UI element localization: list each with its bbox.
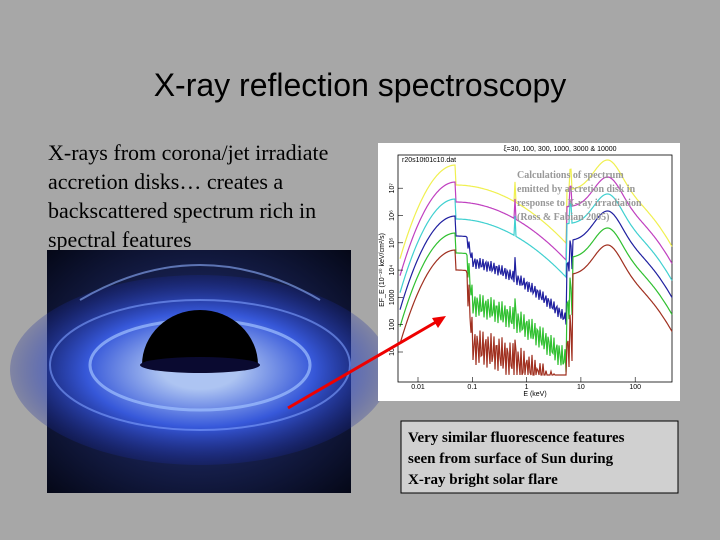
callout-line: seen from surface of Sun during bbox=[408, 451, 614, 467]
spectrum-curve bbox=[399, 227, 673, 373]
x-tick-label: 1 bbox=[525, 384, 529, 391]
body-text: X-rays from corona/jet irradiate accretio… bbox=[48, 140, 328, 252]
x-tick-label: 0.1 bbox=[467, 384, 477, 391]
figure-header: ξ=30, 100, 300, 1000, 3000 & 10000 bbox=[503, 146, 616, 153]
spectrum-curve bbox=[399, 159, 673, 259]
annotation-line: (Ross & Fabian 2005) bbox=[517, 212, 610, 223]
body-line: accretion disks… creates a bbox=[48, 169, 283, 194]
y-tick-label: 10⁶ bbox=[389, 210, 396, 221]
body-line: X-rays from corona/jet irradiate bbox=[48, 140, 328, 165]
spectrum-curve bbox=[399, 176, 673, 276]
figure-file: r20s10t01c10.dat bbox=[402, 157, 456, 164]
annotation-line: response to X-ray irradiation bbox=[517, 198, 642, 209]
body-line: spectral features bbox=[48, 227, 192, 252]
y-tick-label: 10⁵ bbox=[389, 237, 396, 248]
x-tick-label: 100 bbox=[629, 384, 641, 391]
annotation-line: emitted by accretion disk in bbox=[517, 184, 636, 195]
accretion-image bbox=[10, 250, 390, 493]
callout-line: X-ray bright solar flare bbox=[408, 472, 558, 488]
spectrum-curve bbox=[399, 193, 673, 293]
arrow bbox=[287, 320, 437, 410]
y-tick-label: 10 bbox=[389, 348, 396, 356]
y-tick-label: 100 bbox=[389, 319, 396, 331]
spectrum-curve bbox=[399, 244, 673, 376]
y-tick-label: 10⁷ bbox=[389, 183, 396, 194]
spectrum-figure: ξ=30, 100, 300, 1000, 3000 & 10000 r20s1… bbox=[378, 143, 680, 401]
callout-box bbox=[400, 420, 679, 494]
arrow-head bbox=[432, 316, 446, 328]
y-tick-label: 10⁴ bbox=[389, 265, 396, 276]
y-label: EF_E (10⁻²⁰ keV/cm²/s) bbox=[378, 233, 386, 307]
annotation-line: Calculations of spectrum bbox=[517, 170, 624, 181]
y-tick-label: 1000 bbox=[389, 290, 396, 306]
x-tick-label: 0.01 bbox=[411, 384, 425, 391]
body-line: backscattered spectrum rich in bbox=[48, 198, 316, 223]
callout-line: Very similar fluorescence features bbox=[408, 430, 625, 446]
x-label: E (keV) bbox=[523, 391, 546, 398]
title: X-ray reflection spectroscopy bbox=[154, 67, 567, 103]
spectrum-curve bbox=[399, 210, 673, 325]
x-tick-label: 10 bbox=[577, 384, 585, 391]
